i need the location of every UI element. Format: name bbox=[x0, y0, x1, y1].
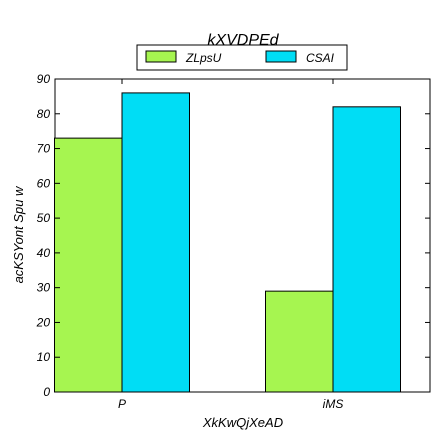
y-tick-label: 0 bbox=[43, 385, 50, 399]
y-tick-label: 30 bbox=[37, 281, 51, 295]
y-tick-label: 90 bbox=[37, 72, 51, 86]
y-tick-label: 10 bbox=[37, 350, 51, 364]
y-axis: 0 10 20 30 40 50 60 70 80 90 bbox=[36, 72, 430, 399]
x-axis-label: XkKwQjXeAD bbox=[202, 415, 283, 430]
y-tick-label: 70 bbox=[37, 142, 51, 156]
bar-csai-ims bbox=[332, 106, 401, 393]
y-tick-label: 20 bbox=[36, 315, 51, 329]
y-tick-label: 60 bbox=[37, 176, 51, 190]
x-tick-label-ims: iMS bbox=[323, 397, 344, 411]
legend-label-zlpsu: ZLpsU bbox=[185, 51, 222, 65]
legend-swatch-zlpsu bbox=[145, 50, 177, 63]
legend-swatch-csai bbox=[265, 50, 297, 63]
legend-label-csai: CSAI bbox=[306, 51, 335, 65]
bar-csai-p bbox=[121, 92, 190, 393]
y-tick-label: 80 bbox=[37, 107, 51, 121]
y-axis-label: acKSYont Spu w bbox=[11, 185, 26, 283]
x-tick-label-p: P bbox=[118, 397, 126, 411]
bar-zlpsu-ims bbox=[265, 290, 334, 393]
legend: ZLpsU CSAI bbox=[136, 44, 348, 71]
bar-zlpsu-p bbox=[54, 137, 123, 393]
y-tick-label: 50 bbox=[37, 211, 51, 225]
bars bbox=[54, 92, 401, 393]
y-tick-label: 40 bbox=[37, 246, 51, 260]
